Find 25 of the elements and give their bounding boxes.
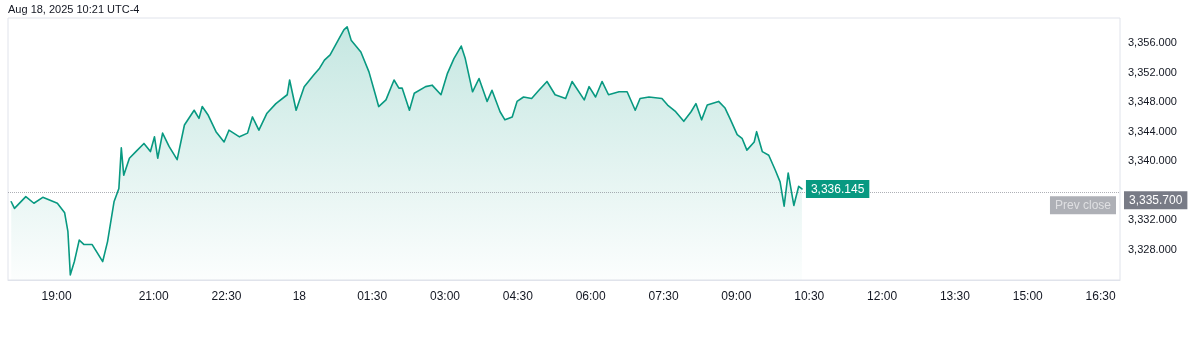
x-tick-label: 19:00 <box>41 289 72 303</box>
x-tick-label: 09:00 <box>721 289 752 303</box>
x-tick-label: 10:30 <box>794 289 825 303</box>
x-tick-label: 03:00 <box>430 289 461 303</box>
y-tick-label: 3,340.000 <box>1128 154 1177 167</box>
x-tick-label: 18 <box>292 289 307 303</box>
x-tick-label: 07:30 <box>648 289 679 303</box>
x-tick-label: 15:00 <box>1012 289 1044 303</box>
annotation: 3,336.145 <box>810 181 865 196</box>
y-tick-label: 3,356.000 <box>1128 36 1177 49</box>
x-tick-label: 04:30 <box>502 289 534 303</box>
x-tick-label: 16:30 <box>1085 289 1116 303</box>
x-tick-label: 06:00 <box>575 289 607 303</box>
x-tick-label: 13:30 <box>939 289 971 303</box>
annotation: 3,335.700 <box>1129 193 1183 208</box>
x-tick-label: 21:00 <box>138 289 170 303</box>
x-tick-label: 01:30 <box>357 289 388 303</box>
y-tick-label: 3,332.000 <box>1128 213 1177 226</box>
y-tick-label: 3,328.000 <box>1128 243 1177 255</box>
text: Aug 18, 2025 10:21 UTC-4 <box>8 2 140 15</box>
y-tick-label: 3,348.000 <box>1128 95 1177 108</box>
x-tick-label: 12:00 <box>867 289 898 303</box>
x-tick-label: 22:30 <box>211 289 242 303</box>
y-tick-label: 3,352.000 <box>1128 65 1177 78</box>
y-tick-label: 3,344.000 <box>1128 124 1177 137</box>
